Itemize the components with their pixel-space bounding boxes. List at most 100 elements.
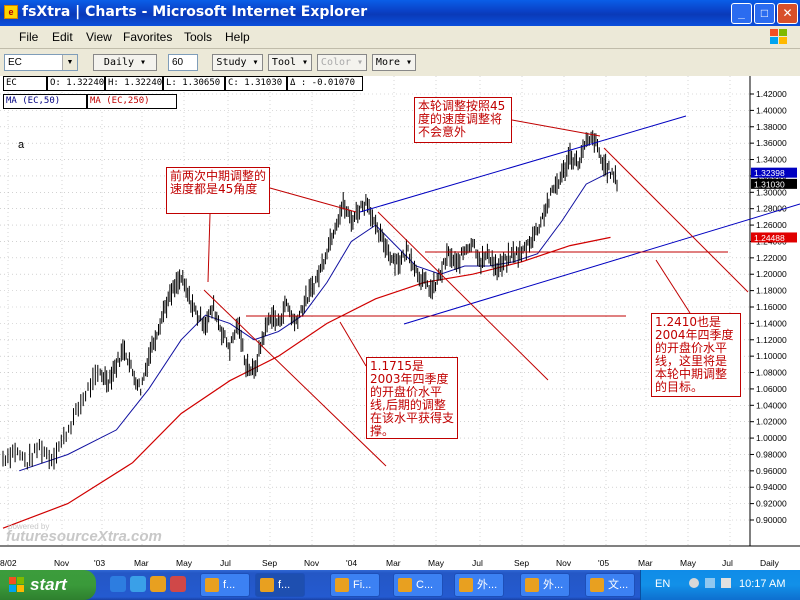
menu-favorites[interactable]: Favorites: [123, 30, 173, 44]
price-tick-label: 1.06000: [756, 384, 787, 394]
study-label: Study: [216, 57, 247, 68]
price-tick-label: 1.00000: [756, 433, 787, 443]
minimize-button[interactable]: _: [731, 3, 752, 24]
time-tick-label: Sep: [262, 558, 277, 568]
price-tick-label: 0.94000: [756, 482, 787, 492]
task-button-4[interactable]: C...: [393, 573, 443, 597]
symbol-select[interactable]: EC ▼: [4, 54, 78, 71]
pointer-left-down: [207, 213, 211, 283]
price-tick-label: 1.12000: [756, 335, 787, 345]
price-tick-label: 1.38000: [756, 122, 787, 132]
time-tick-label: Mar: [134, 558, 149, 568]
language-indicator[interactable]: EN: [655, 578, 671, 590]
info-close: C: 1.31030: [225, 76, 287, 91]
more-button[interactable]: More ▾: [372, 54, 416, 71]
study-button[interactable]: Study ▾: [212, 54, 263, 71]
help-tray-icon[interactable]: [689, 578, 699, 588]
chevron-down-icon: ▼: [62, 55, 77, 70]
time-tick-label: Nov: [556, 558, 572, 568]
task-button-7[interactable]: 文...: [585, 573, 635, 597]
network-tray-icon[interactable]: [721, 578, 731, 588]
close-button[interactable]: ✕: [777, 3, 798, 24]
price-tag-label: 1.31030: [754, 179, 785, 189]
bars-value: 60: [172, 57, 184, 68]
clock[interactable]: 10:17 AM: [739, 578, 786, 590]
desktop-quick-icon[interactable]: [130, 576, 146, 592]
menu-help[interactable]: Help: [225, 30, 250, 44]
color-button[interactable]: Color ▾: [317, 54, 367, 71]
chart-area[interactable]: 1.420001.400001.380001.360001.340001.320…: [0, 76, 800, 570]
period-label: Daily: [103, 57, 135, 68]
symbol-value: EC: [8, 57, 22, 68]
ie-quick-icon[interactable]: [110, 576, 126, 592]
channel-lower-line: [403, 203, 800, 325]
price-tick-label: 1.28000: [756, 204, 787, 214]
price-tick-label: 0.98000: [756, 449, 787, 459]
time-tick-label: '04: [346, 558, 357, 568]
period-button[interactable]: Daily ▾: [93, 54, 157, 71]
speaker-tray-icon[interactable]: [705, 578, 715, 588]
price-tick-label: 1.08000: [756, 368, 787, 378]
price-tick-label: 1.26000: [756, 220, 787, 230]
note-middle: 1.1715是2003年四季度的开盘价水平线,后期的调整在该水平获得支撑。: [366, 357, 458, 439]
time-tick-label: Jul: [472, 558, 483, 568]
pointer-left-right: [269, 187, 357, 213]
ie-icon: [459, 578, 473, 592]
price-tick-label: 1.18000: [756, 286, 787, 296]
diagonal-line-1: [203, 289, 387, 467]
media-quick-icon[interactable]: [150, 576, 166, 592]
task-button-6[interactable]: 外...: [520, 573, 570, 597]
menu-edit[interactable]: Edit: [52, 30, 73, 44]
window-title: fsXtra | Charts - Microsoft Internet Exp…: [22, 4, 368, 20]
chart-toolbar: EC ▼ Daily ▾ 60 Study ▾ Tool ▾ Color ▾ M…: [0, 49, 800, 76]
price-bars: [2, 130, 618, 470]
menu-bar: File Edit View Favorites Tools Help: [0, 26, 800, 49]
maximize-button[interactable]: □: [754, 3, 775, 24]
tool-button[interactable]: Tool ▾: [268, 54, 312, 71]
system-tray: EN 10:17 AM: [640, 570, 800, 600]
task-button-2[interactable]: f...: [255, 573, 305, 597]
task-label: 外...: [543, 579, 564, 591]
app-quick-icon[interactable]: [170, 576, 186, 592]
task-button-1[interactable]: f...: [200, 573, 250, 597]
chart-label: a: [18, 139, 25, 151]
info-change: Δ : -0.01070: [287, 76, 363, 91]
ie-icon: [260, 578, 274, 592]
menu-view[interactable]: View: [86, 30, 112, 44]
note-right: 1.2410也是2004年四季度的开盘价水平线，这里将是本轮中期调整的目标。: [651, 313, 741, 397]
pointer-right: [655, 259, 691, 314]
menu-tools[interactable]: Tools: [184, 30, 213, 44]
info-low: L: 1.30650: [163, 76, 225, 91]
more-label: More: [375, 57, 401, 68]
task-button-3[interactable]: Fi...: [330, 573, 380, 597]
time-tick-label: Jul: [220, 558, 231, 568]
price-tick-label: 1.20000: [756, 269, 787, 279]
task-label: Fi...: [353, 579, 372, 591]
legend-ma250: MA (EC,250): [87, 94, 177, 109]
task-label: C...: [416, 579, 434, 591]
price-tag-box: [751, 167, 797, 178]
bars-input[interactable]: 60: [168, 54, 198, 71]
task-label: 文...: [608, 579, 629, 591]
time-tick-label: May: [428, 558, 445, 568]
start-button[interactable]: start: [0, 570, 96, 600]
taskbar: start f... f... Fi... C... 外... 外... 文..…: [0, 570, 800, 600]
price-tick-label: 1.22000: [756, 253, 787, 263]
time-tick-label: Mar: [638, 558, 653, 568]
task-button-5[interactable]: 外...: [454, 573, 504, 597]
task-label: f...: [223, 579, 236, 591]
document-icon: [590, 578, 604, 592]
note-left: 前两次中期调整的速度都是45角度: [166, 167, 270, 214]
info-open: O: 1.32240: [47, 76, 105, 91]
price-tick-label: 0.96000: [756, 466, 787, 476]
menu-file[interactable]: File: [19, 30, 39, 44]
time-tick-label: May: [680, 558, 697, 568]
fs-icon: e: [4, 5, 18, 19]
ma250-line: [2, 236, 611, 529]
app-icon: [398, 578, 412, 592]
info-high: H: 1.32240: [105, 76, 163, 91]
channel-upper-line: [359, 115, 687, 213]
watermark-logo: futuresourceXtra.com: [6, 528, 162, 545]
windows-logo-icon: [770, 29, 787, 44]
info-symbol: EC: [3, 76, 47, 91]
